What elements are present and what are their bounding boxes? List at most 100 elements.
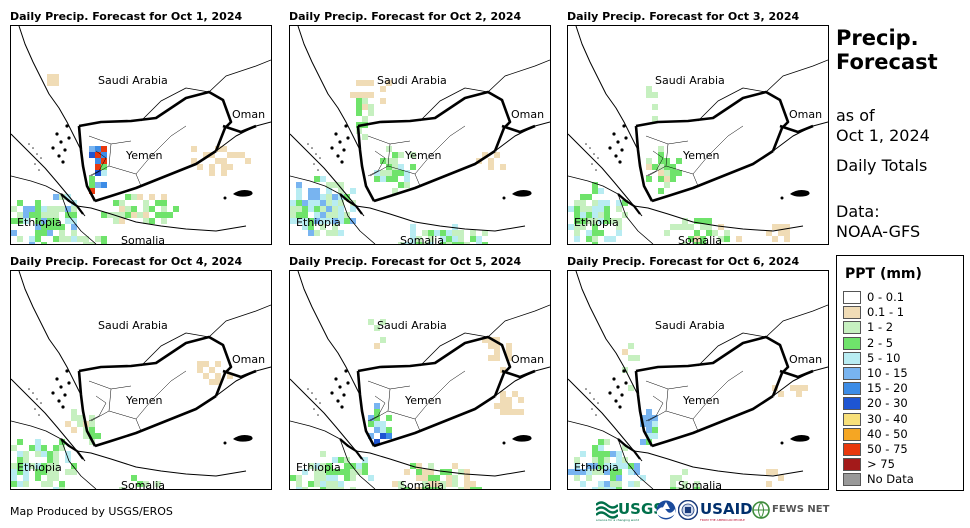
legend-label: 50 - 75 xyxy=(867,442,908,456)
legend-item: > 75 xyxy=(843,457,895,472)
coast-dots xyxy=(585,388,599,416)
label-oman: Oman xyxy=(789,353,822,366)
islands xyxy=(330,124,532,200)
label-saudi: Saudi Arabia xyxy=(377,74,447,87)
precip-map: Saudi Arabia Oman Yemen Ethiopia Somalia xyxy=(289,25,551,245)
precip-cells xyxy=(290,80,506,244)
legend-label: 20 - 30 xyxy=(867,396,908,411)
legend-item: 5 - 10 xyxy=(843,351,900,366)
boundaries xyxy=(11,271,271,489)
legend-label: 0.1 - 1 xyxy=(867,305,905,320)
as-of-date: Oct 1, 2024 xyxy=(836,126,930,145)
precip-map: Saudi Arabia Oman Yemen Ethiopia Somalia xyxy=(289,270,551,490)
label-somalia: Somalia xyxy=(121,479,165,489)
coast-dots xyxy=(28,143,42,171)
boundaries xyxy=(568,271,828,489)
legend-swatch xyxy=(843,306,861,320)
label-ethiopia: Ethiopia xyxy=(17,216,62,229)
side-title: Precip. Forecast xyxy=(836,26,938,74)
precip-map: Saudi Arabia Oman Yemen Ethiopia Somalia xyxy=(567,270,829,490)
coast-dots xyxy=(307,388,321,416)
legend-swatch xyxy=(843,367,861,380)
side-title-line2: Forecast xyxy=(836,50,938,74)
precip-map: Saudi Arabia Oman Yemen Ethiopia Somalia xyxy=(10,270,272,490)
legend-label: 40 - 50 xyxy=(867,426,908,441)
fews-logo: FEWS NET xyxy=(752,500,829,524)
label-somalia: Somalia xyxy=(400,479,444,489)
credit-text: Map Produced by USGS/EROS xyxy=(10,505,173,518)
legend-swatch xyxy=(843,412,861,426)
precip-cells xyxy=(11,74,251,244)
side-title-line1: Precip. xyxy=(836,26,919,50)
usgs-wordmark: USGS xyxy=(618,500,665,518)
islands xyxy=(608,124,810,200)
legend-label: 1 - 2 xyxy=(867,320,894,335)
islands xyxy=(608,369,810,445)
label-yemen: Yemen xyxy=(125,394,163,407)
legend-swatch xyxy=(843,291,861,304)
legend-swatch xyxy=(843,382,861,396)
label-saudi: Saudi Arabia xyxy=(377,319,447,332)
as-of-label: as of xyxy=(836,106,875,125)
usgs-tagline: science for a changing world xyxy=(596,518,640,522)
legend-item: 40 - 50 xyxy=(843,427,908,442)
label-yemen: Yemen xyxy=(404,149,442,162)
legend-swatch xyxy=(843,351,861,365)
map-canvas: Saudi Arabia Oman Yemen Ethiopia Somalia xyxy=(11,26,271,244)
legend-swatch xyxy=(843,443,861,456)
precip-cells xyxy=(568,86,790,244)
label-ethiopia: Ethiopia xyxy=(296,216,341,229)
panel-title: Daily Precip. Forecast for Oct 1, 2024 xyxy=(10,10,243,23)
legend-swatch xyxy=(843,336,861,350)
noaa-emblem-icon xyxy=(656,500,676,520)
label-somalia: Somalia xyxy=(121,234,165,244)
map-canvas: Saudi Arabia Oman Yemen Ethiopia Somalia xyxy=(290,26,550,244)
legend-item: 2 - 5 xyxy=(843,336,893,351)
usgs-wave-icon xyxy=(595,501,619,519)
label-saudi: Saudi Arabia xyxy=(98,319,168,332)
label-oman: Oman xyxy=(232,108,265,121)
label-ethiopia: Ethiopia xyxy=(574,461,619,474)
legend-swatch xyxy=(843,321,861,335)
islands xyxy=(51,124,253,200)
label-ethiopia: Ethiopia xyxy=(17,461,62,474)
label-saudi: Saudi Arabia xyxy=(98,74,168,87)
map-canvas: Saudi Arabia Oman Yemen Ethiopia Somalia xyxy=(290,271,550,489)
panel-title: Daily Precip. Forecast for Oct 4, 2024 xyxy=(10,255,243,268)
precip-cells xyxy=(11,361,233,489)
boundaries xyxy=(11,26,271,244)
boundaries xyxy=(290,271,550,489)
noaa-logo xyxy=(656,500,676,524)
label-saudi: Saudi Arabia xyxy=(655,74,725,87)
islands xyxy=(330,369,532,445)
boundaries xyxy=(290,26,550,244)
label-yemen: Yemen xyxy=(125,149,163,162)
legend-swatch xyxy=(843,473,861,487)
legend-label: 0 - 0.1 xyxy=(867,290,905,304)
label-oman: Oman xyxy=(789,108,822,121)
label-oman: Oman xyxy=(511,353,544,366)
legend-item: 0 - 0.1 xyxy=(843,290,904,305)
label-somalia: Somalia xyxy=(678,479,722,489)
label-yemen: Yemen xyxy=(682,394,720,407)
coast-dots xyxy=(307,143,321,171)
label-oman: Oman xyxy=(511,108,544,121)
legend-label: 5 - 10 xyxy=(867,350,901,365)
legend-label: No Data xyxy=(867,472,914,487)
legend-label: 2 - 5 xyxy=(867,335,894,350)
precip-map: Saudi Arabia Oman Yemen Ethiopia Somalia xyxy=(10,25,272,245)
usaid-wordmark: USAID xyxy=(700,500,753,518)
legend-item: 1 - 2 xyxy=(843,320,893,335)
legend-item: 10 - 15 xyxy=(843,366,908,381)
legend-swatch xyxy=(843,397,861,411)
data-source: NOAA-GFS xyxy=(836,222,921,241)
label-ethiopia: Ethiopia xyxy=(296,461,341,474)
data-label: Data: xyxy=(836,202,880,221)
legend-swatch xyxy=(843,427,861,441)
legend-title: PPT (mm) xyxy=(845,266,922,282)
legend-item: 15 - 20 xyxy=(843,381,908,396)
legend-label: 30 - 40 xyxy=(867,411,908,426)
map-canvas: Saudi Arabia Oman Yemen Ethiopia Somalia xyxy=(568,26,828,244)
boundaries xyxy=(568,26,828,244)
